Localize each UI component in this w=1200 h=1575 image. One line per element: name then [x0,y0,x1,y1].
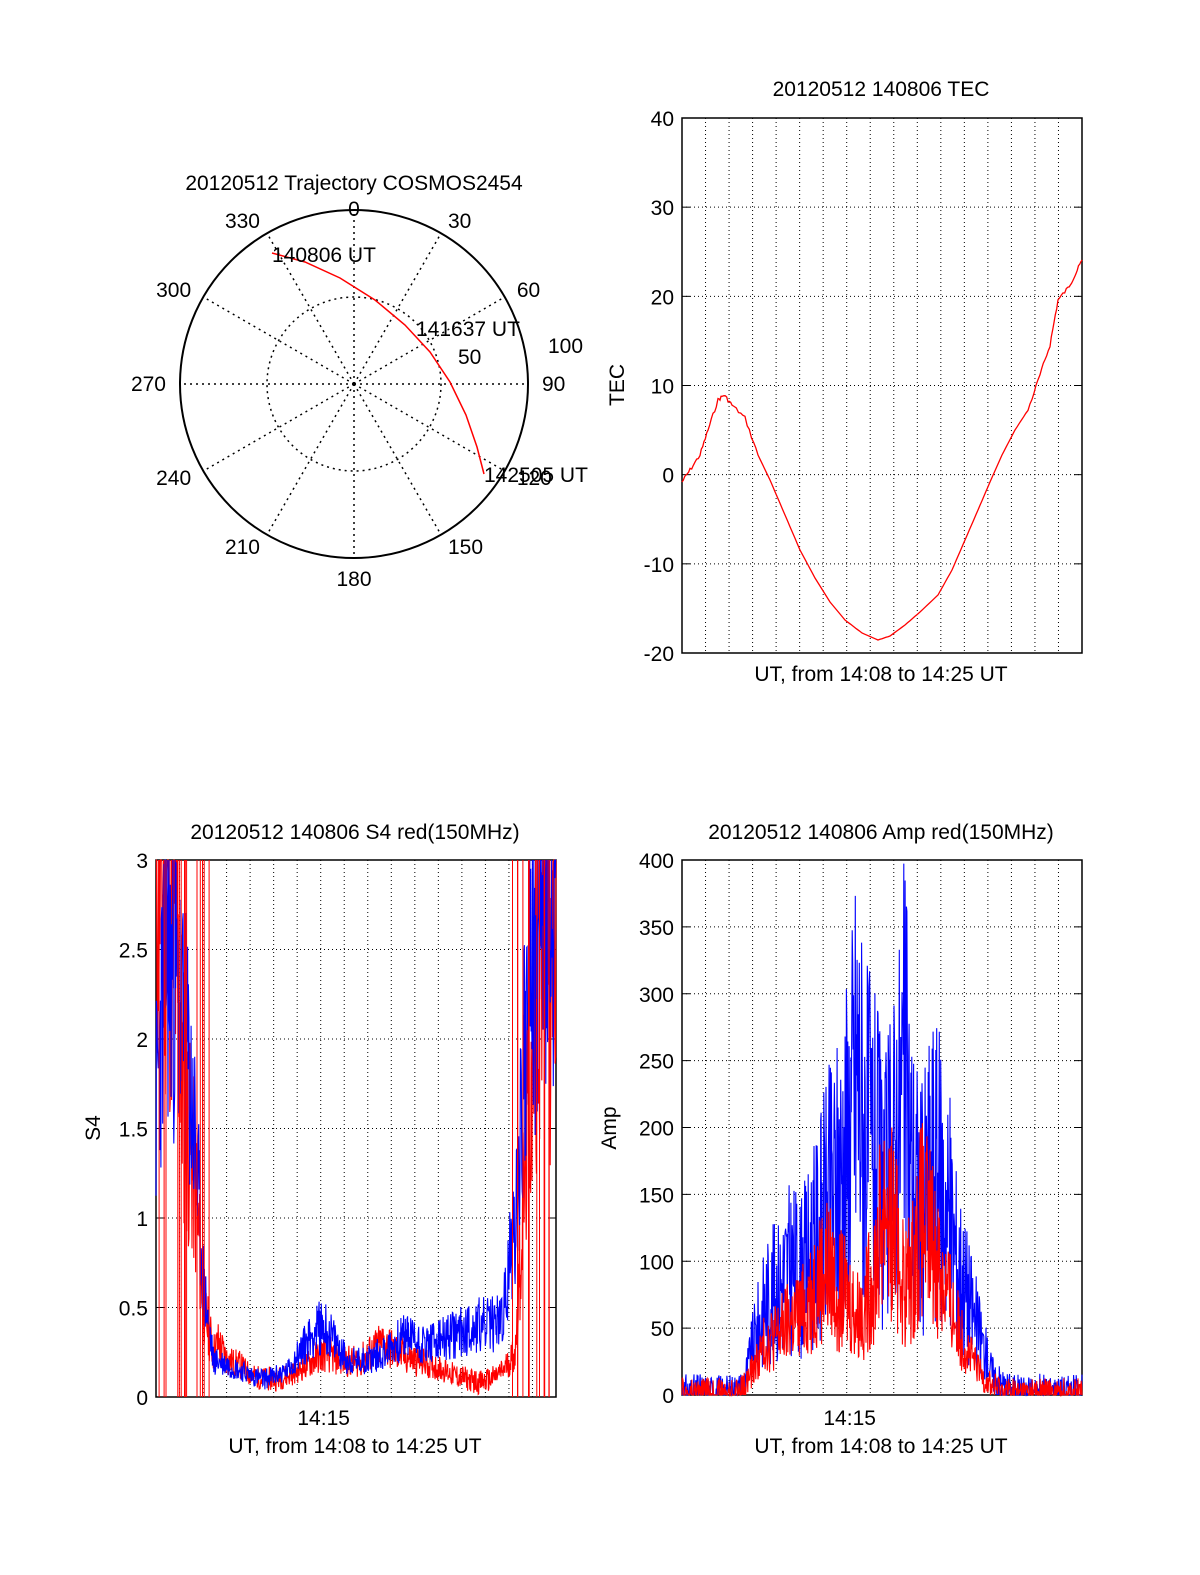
polar-inner-circle [266,296,442,472]
tec-ylabel: TEC [606,364,629,406]
polar-spoke [266,383,355,536]
polar-annotations: 140806 UT 141637 UT 142505 UT [272,244,588,487]
tec-ytick-label: 30 [651,197,674,220]
polar-title: 20120512 Trajectory COSMOS2454 [185,172,523,195]
polar-annotation: 141637 UT [416,318,520,341]
amp-xtick-label: 14:15 [823,1407,876,1430]
tec-ytick-label: 10 [651,376,674,399]
polar-angle-label: 210 [225,536,260,559]
amp-ytick-label: 200 [639,1118,674,1141]
tec-plot-area: -20 -10 0 10 20 30 40 [644,108,1083,666]
tec-ytick-label: -20 [644,643,674,666]
polar-spoke [202,296,355,385]
polar-spoke [353,383,442,536]
polar-spoke [202,383,355,472]
polar-trajectory-chart: 20120512 Trajectory COSMOS2454 0 30 60 90 12… [131,172,588,591]
polar-radial-label: 100 [548,335,583,358]
amp-ytick-label: 100 [639,1251,674,1274]
tec-ytick-label: -10 [644,554,674,577]
polar-spoke [353,232,442,385]
polar-angle-label: 60 [517,279,540,302]
polar-series [271,252,485,475]
polar-angle-label: 90 [542,373,565,396]
amp-series-blue [681,863,1083,1397]
tec-title: 20120512 140806 TEC [773,78,990,101]
tec-chart: 20120512 140806 TEC -20 -10 0 10 20 30 40 UT, … [606,78,1083,686]
amp-ytick-label: 150 [639,1184,674,1207]
polar-radial-label: 50 [458,346,481,369]
amp-ytick-label: 0 [662,1385,674,1408]
s4-ytick-label: 2 [136,1029,148,1052]
polar-outer-circle [179,209,529,559]
s4-ytick-label: 0 [136,1387,148,1410]
polar-annotation: 140806 UT [272,244,376,267]
polar-angle-label: 180 [336,568,371,591]
amp-ylabel: Amp [598,1106,621,1149]
s4-ylabel: S4 [82,1115,105,1141]
polar-grid [179,209,529,559]
polar-spoke [353,383,506,472]
s4-series-red [155,859,557,1396]
tec-ytick-label: 20 [651,286,674,309]
s4-title: 20120512 140806 S4 red(150MHz) [190,821,519,844]
s4-xtick-label: 14:15 [297,1407,350,1430]
polar-angle-labels: 0 30 60 90 120 150 180 210 240 270 300 330 50 100 [131,198,583,591]
tec-ytick-label: 40 [651,108,674,131]
amp-ytick-label: 300 [639,984,674,1007]
polar-angle-label: 0 [348,198,360,221]
s4-ytick-label: 0.5 [119,1298,148,1321]
polar-angle-label: 30 [448,210,471,233]
s4-plot-area: 0 0.5 1 1.5 2 2.5 3 14:15 [119,850,557,1430]
tec-ytick-label: 0 [662,465,674,488]
polar-angle-label: 330 [225,210,260,233]
s4-ytick-label: 2.5 [119,940,148,963]
amp-chart: 20120512 140806 Amp red(150MHz) 0 50 100 15… [598,821,1083,1458]
amp-ytick-label: 350 [639,917,674,940]
polar-angle-label: 240 [156,467,191,490]
polar-angle-label: 300 [156,279,191,302]
amp-ytick-label: 400 [639,850,674,873]
amp-title: 20120512 140806 Amp red(150MHz) [708,821,1054,844]
amp-ytick-label: 250 [639,1051,674,1074]
tec-xlabel: UT, from 14:08 to 14:25 UT [754,663,1007,686]
tec-series-line [681,259,1083,641]
amp-plot-area: 0 50 100 150 200 250 300 350 400 14:15 [639,850,1083,1430]
polar-spoke [353,296,506,385]
s4-chart: 20120512 140806 S4 red(150MHz) 0 0.5 1 1.5 2… [82,821,557,1458]
polar-angle-label: 120 [517,467,552,490]
s4-xlabel: UT, from 14:08 to 14:25 UT [228,1435,481,1458]
s4-ytick-label: 1 [136,1208,148,1231]
polar-angle-label: 150 [448,536,483,559]
polar-spoke [266,232,355,385]
s4-ytick-label: 3 [136,850,148,873]
polar-annotation: 142505 UT [484,464,588,487]
s4-series-blue [155,859,557,1390]
amp-xlabel: UT, from 14:08 to 14:25 UT [754,1435,1007,1458]
amp-ytick-label: 50 [651,1318,674,1341]
polar-angle-label: 270 [131,373,166,396]
s4-ytick-label: 1.5 [119,1119,148,1142]
amp-series-red [681,1123,1083,1398]
polar-trajectory-line [271,252,485,475]
